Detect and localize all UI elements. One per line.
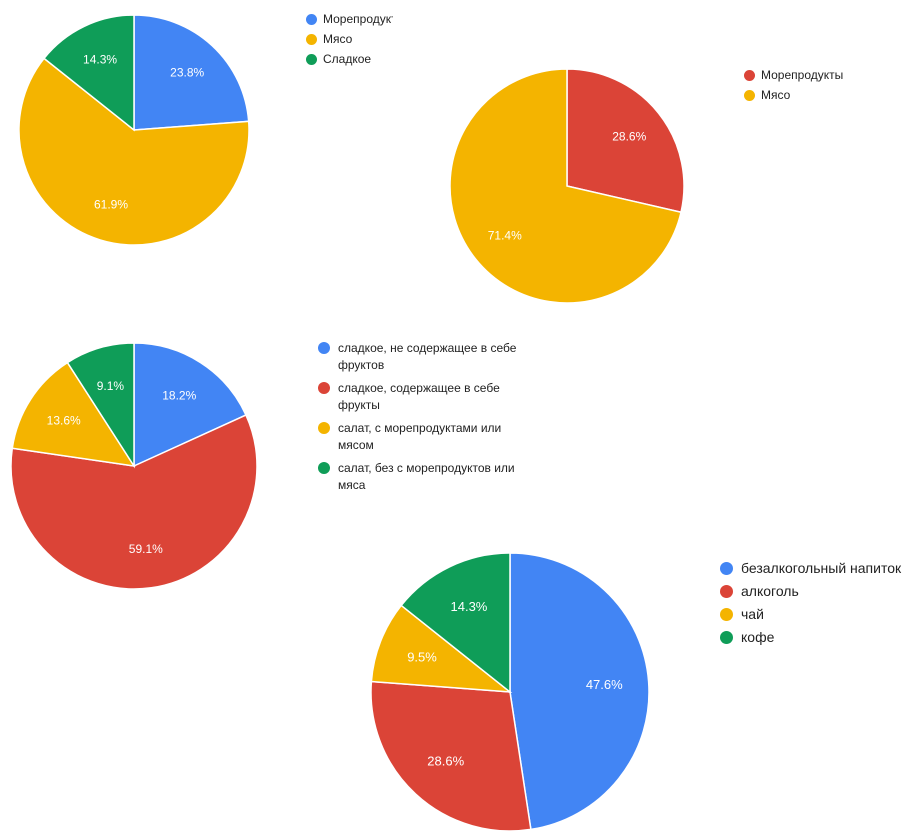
legend-swatch	[306, 14, 317, 25]
legend-label: салат, с морепродуктами или мясом	[338, 421, 502, 452]
pie-slice	[400, 552, 511, 694]
slice-label: 9.5%	[407, 649, 437, 664]
pie-slice	[566, 68, 685, 214]
legend-swatch	[306, 34, 317, 45]
slice-label: 71.4%	[488, 229, 522, 243]
legend-item: Мясо	[744, 88, 864, 108]
pie-slice	[133, 14, 250, 131]
legend-item: алкоголь	[720, 583, 914, 606]
legend-item: чай	[720, 606, 914, 629]
pie-slice	[370, 680, 532, 832]
legend-label: Мясо	[761, 88, 791, 102]
pie-slice	[18, 57, 250, 246]
slice-label: 14.3%	[451, 599, 488, 614]
legend-label: сладкое, не содержащее в себе фруктов	[338, 341, 517, 372]
pie-chart-4: 47.6% 28.6% 9.5% 14.3% безалкогольный напит…	[360, 552, 914, 838]
pie-chart-2: 28.6% 71.4% Морепродукты Мясо	[430, 60, 870, 320]
pie-chart-1: 23.8% 61.9% 14.3% Морепродукты Мясо Сладкое	[0, 0, 420, 260]
slice-label: 47.6%	[586, 677, 623, 692]
pie-slice	[42, 14, 135, 132]
legend-item: Морепродукты	[744, 68, 864, 88]
pie-slice	[509, 552, 650, 831]
slice-label: 9.1%	[97, 379, 125, 393]
legend-item: салат, с морепродуктами или мясом	[318, 420, 518, 460]
legend-label: алкоголь	[741, 583, 799, 599]
legend-item: безалкогольный напиток	[720, 560, 914, 583]
legend-swatch	[318, 342, 330, 354]
pie-4-legend: безалкогольный напиток алкоголь чай кофе	[720, 560, 914, 652]
pie-slice	[449, 68, 682, 304]
legend-label: кофе	[741, 629, 775, 645]
pie-3-legend: сладкое, не содержащее в себе фруктов сла…	[318, 340, 518, 500]
legend-swatch	[318, 422, 330, 434]
legend-swatch	[720, 608, 733, 621]
legend-swatch	[720, 585, 733, 598]
pie-4-plot: 47.6% 28.6% 9.5% 14.3%	[370, 552, 650, 832]
legend-item: сладкое, содержащее в себе фрукты	[318, 380, 518, 420]
pie-slice	[370, 604, 513, 693]
legend-label: Морепродукты	[323, 12, 393, 26]
slice-label: 28.6%	[612, 129, 646, 143]
legend-item: Мясо	[306, 32, 396, 52]
legend-swatch	[744, 90, 755, 101]
legend-item: сладкое, не содержащее в себе фруктов	[318, 340, 518, 380]
pie-slice	[66, 342, 135, 469]
pie-1-legend: Морепродукты Мясо Сладкое	[306, 12, 396, 72]
slice-label: 13.6%	[47, 414, 81, 428]
pie-slice	[10, 414, 258, 590]
legend-label: салат, без с морепродуктов или мяса	[338, 461, 515, 492]
legend-swatch	[744, 70, 755, 81]
pie-2-plot: 28.6% 71.4%	[449, 68, 685, 304]
legend-swatch	[720, 562, 733, 575]
slice-label: 23.8%	[170, 66, 204, 80]
legend-item: салат, без с морепродуктов или мяса	[318, 460, 518, 500]
slice-label: 28.6%	[427, 753, 464, 768]
pie-slice	[11, 361, 136, 467]
legend-item: Морепродукты	[306, 12, 396, 32]
slice-label: 18.2%	[162, 389, 196, 403]
slice-label: 59.1%	[129, 542, 163, 556]
legend-swatch	[306, 54, 317, 65]
legend-label: Мясо	[323, 32, 353, 46]
slice-label: 61.9%	[94, 198, 128, 212]
legend-label: чай	[741, 606, 764, 622]
pie-chart-3: 18.2% 59.1% 13.6% 9.1% сладкое, не содержащ…	[0, 330, 520, 600]
legend-item: Сладкое	[306, 52, 396, 72]
slice-label: 14.3%	[83, 53, 117, 67]
pie-slice	[133, 342, 247, 468]
legend-label: Морепродукты	[761, 68, 844, 82]
legend-label: Сладкое	[323, 52, 372, 66]
legend-swatch	[318, 382, 330, 394]
pie-1-plot: 23.8% 61.9% 14.3%	[18, 14, 250, 246]
pie-3-plot: 18.2% 59.1% 13.6% 9.1%	[10, 342, 258, 590]
legend-label: сладкое, содержащее в себе фрукты	[338, 381, 500, 412]
pie-2-legend: Морепродукты Мясо	[744, 68, 864, 108]
legend-swatch	[318, 462, 330, 474]
legend-label: безалкогольный напиток	[741, 560, 902, 576]
legend-swatch	[720, 631, 733, 644]
legend-item: кофе	[720, 629, 914, 652]
